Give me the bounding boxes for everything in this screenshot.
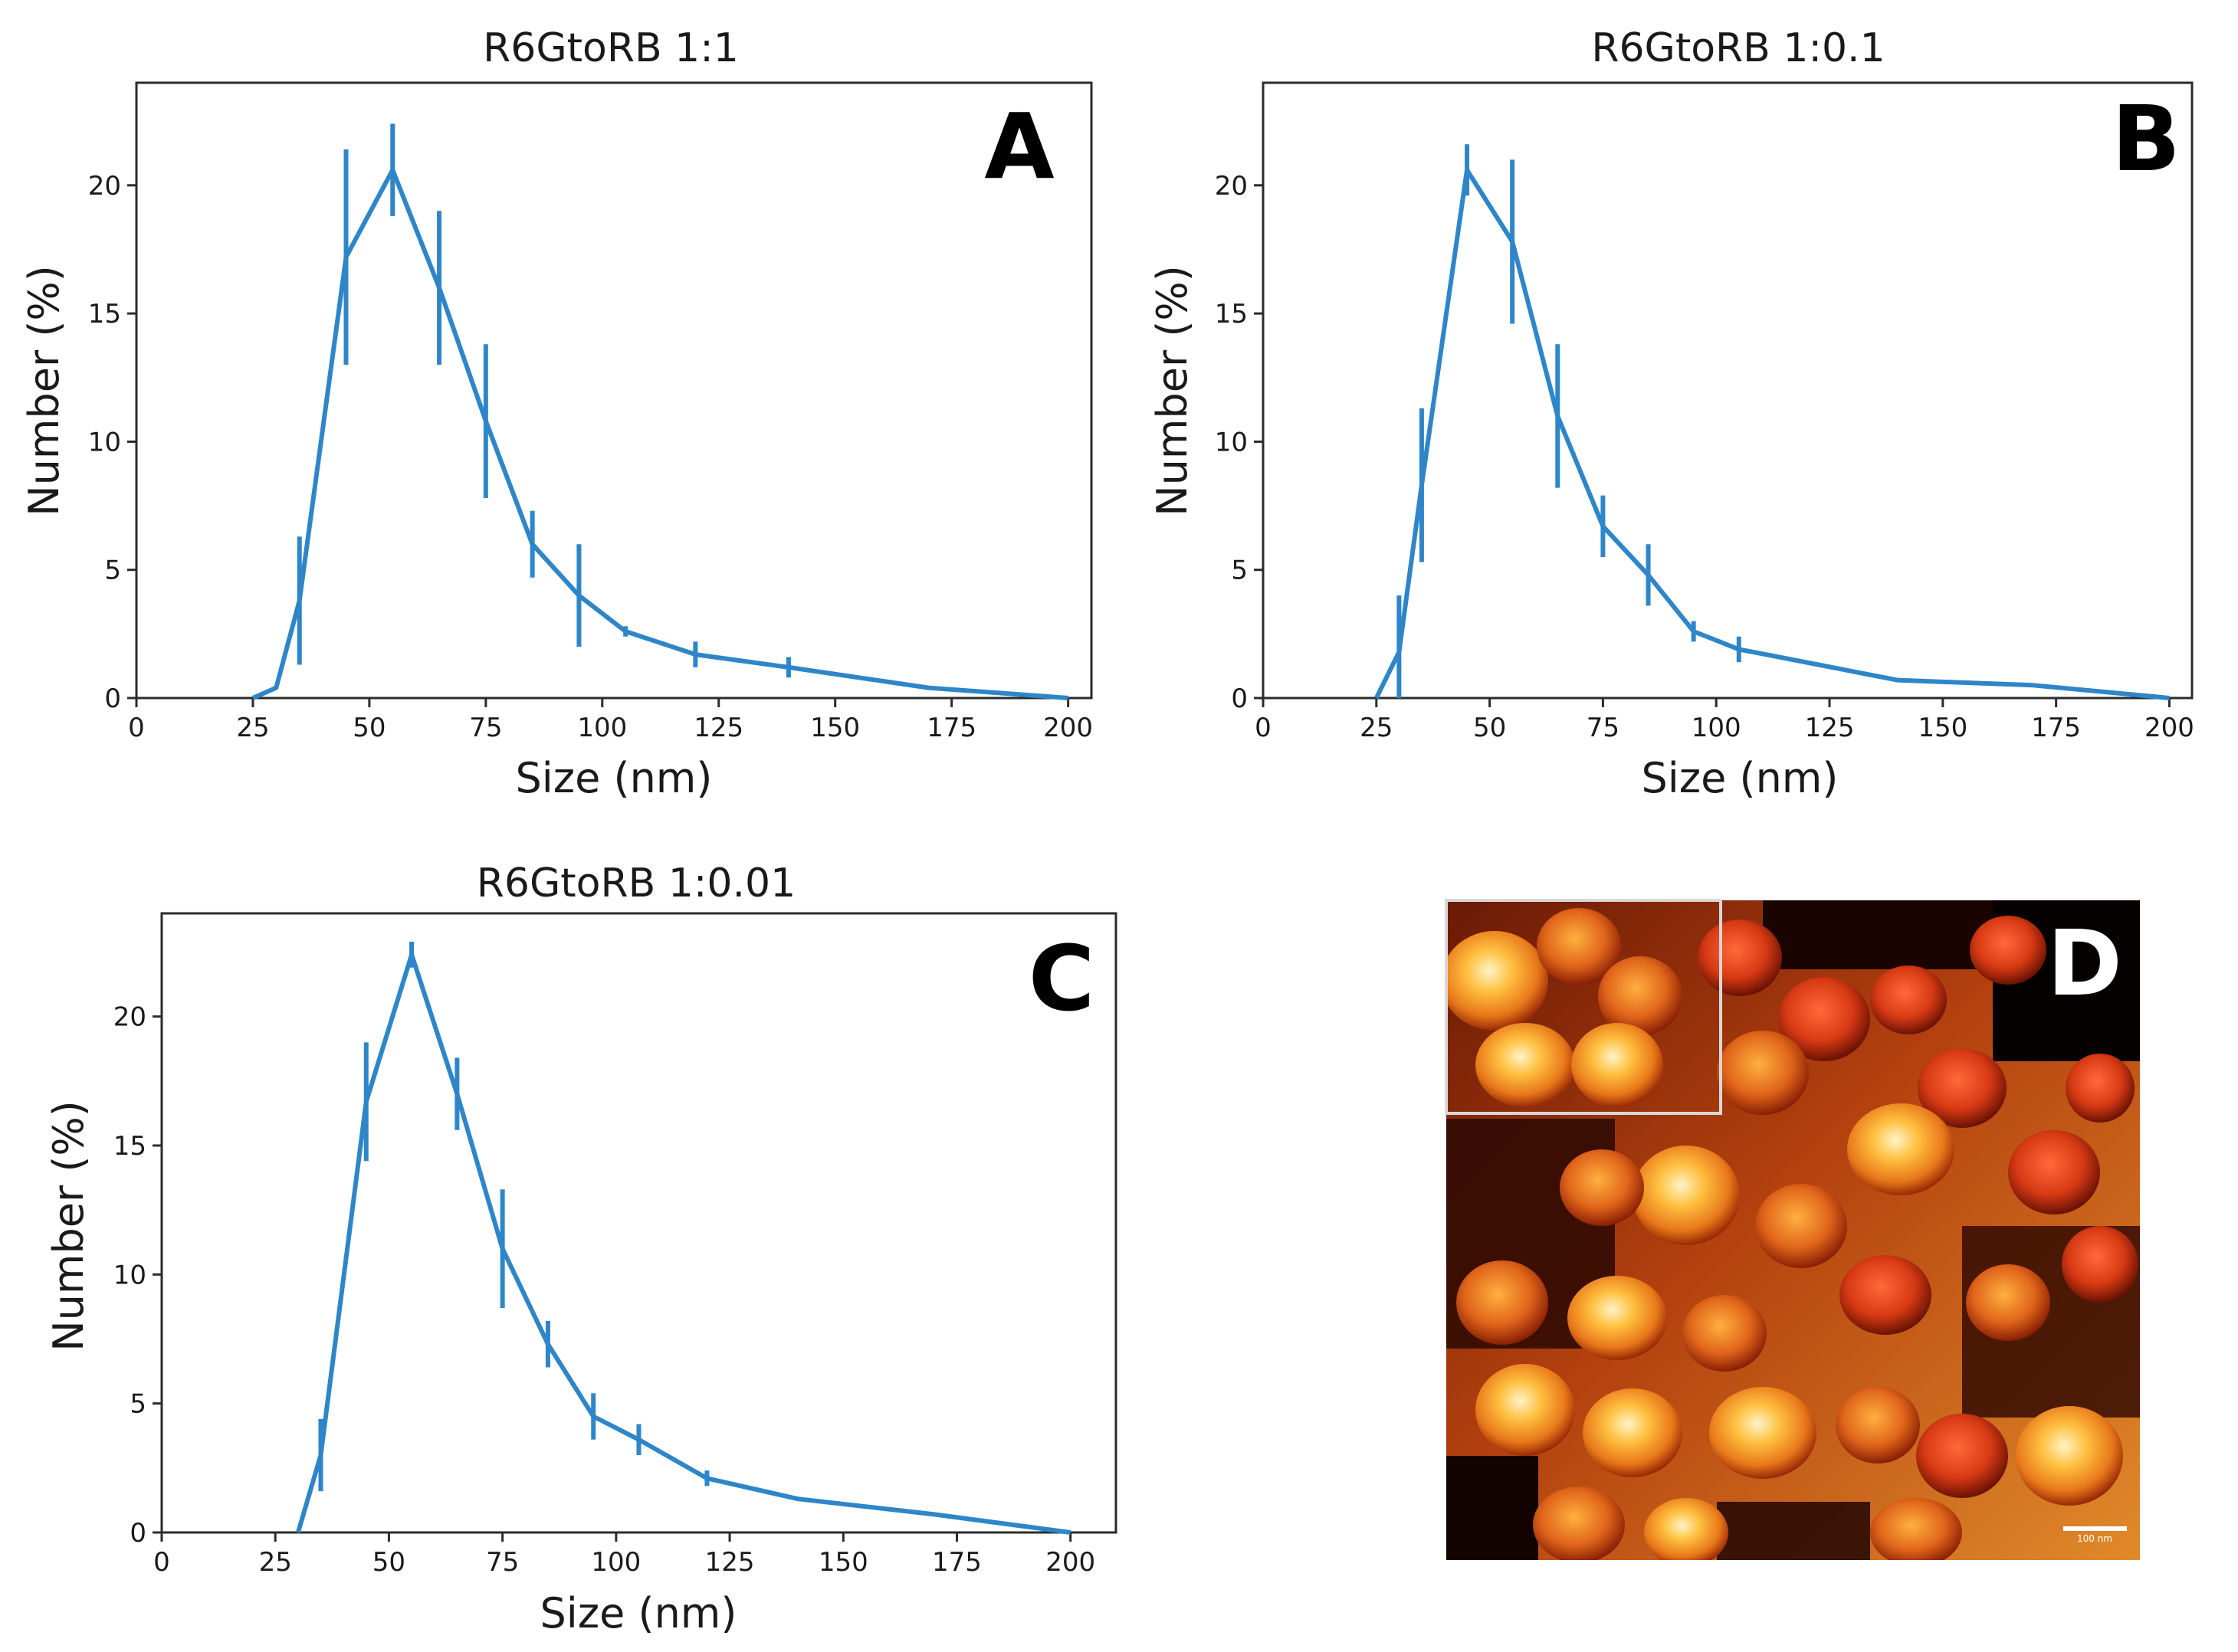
x-tick-label-c: 175 [932, 1547, 982, 1578]
x-tick-label-b: 25 [1360, 713, 1393, 743]
x-tick-label-b: 50 [1473, 713, 1506, 743]
x-axis-label-b: Size (nm) [1642, 754, 1839, 802]
y-tick-label-b: 10 [1215, 427, 1248, 457]
afm-micrograph [1446, 900, 2140, 1560]
x-tick-label-a: 50 [353, 713, 386, 743]
chart-title-a: R6GtoRB 1:1 [483, 25, 739, 71]
y-tick-label-a: 15 [88, 299, 121, 329]
x-axis-label-a: Size (nm) [516, 754, 713, 802]
x-tick-label-b: 0 [1255, 713, 1272, 743]
y-tick-label-b: 15 [1215, 299, 1248, 329]
x-tick-label-b: 175 [2031, 713, 2081, 743]
x-tick-label-b: 200 [2144, 713, 2194, 743]
x-tick-label-b: 100 [1692, 713, 1741, 743]
chart-panel-c: R6GtoRB 1:0.01 0 25 50 75 100 125 150 175 200 0 5 1… [44, 860, 1117, 1637]
y-tick-label-c: 15 [113, 1131, 146, 1162]
y-tick-label-b: 0 [1231, 683, 1248, 714]
y-tick-label-c: 10 [113, 1260, 146, 1290]
scale-bar-label: 100 nm [2077, 1533, 2112, 1544]
x-tick-label-c: 150 [819, 1547, 868, 1578]
x-tick-label-c: 0 [153, 1547, 170, 1578]
y-tick-label-a: 5 [104, 556, 121, 586]
y-tick-label-c: 5 [130, 1389, 146, 1420]
x-tick-label-b: 150 [1918, 713, 1967, 743]
x-tick-label-a: 175 [927, 713, 976, 743]
x-tick-label-c: 75 [486, 1547, 519, 1578]
panel-letter-a: A [984, 93, 1054, 199]
x-tick-label-a: 100 [577, 713, 627, 743]
panel-letter-d: D [2047, 910, 2122, 1016]
chart-title-b: R6GtoRB 1:0.1 [1591, 25, 1885, 71]
y-tick-label-a: 20 [88, 171, 121, 202]
x-tick-label-c: 25 [259, 1547, 292, 1578]
y-tick-label-a: 10 [88, 427, 121, 457]
y-tick-label-c: 0 [130, 1518, 146, 1549]
y-axis-label-c: Number (%) [44, 1100, 93, 1352]
y-tick-label-a: 0 [104, 683, 121, 714]
chart-panel-b: R6GtoRB 1:0.1 0 25 50 75 100 125 150 175 200 0 5 10… [1148, 25, 2194, 802]
y-axis-label-b: Number (%) [1148, 265, 1196, 516]
x-tick-label-a: 75 [469, 713, 502, 743]
chart-panel-a: R6GtoRB 1:1 0 25 50 75 100 125 150 175 200 0 5 10 15… [20, 25, 1093, 802]
x-tick-label-a: 125 [694, 713, 743, 743]
y-tick-label-c: 20 [113, 1002, 146, 1033]
panel-letter-c: C [1029, 926, 1095, 1031]
x-tick-label-b: 125 [1805, 713, 1855, 743]
plot-frame-b [1262, 81, 2194, 700]
series-line-c [296, 952, 1071, 1535]
x-tick-label-a: 150 [810, 713, 860, 743]
plot-frame-a [135, 81, 1093, 700]
x-axis-label-c: Size (nm) [540, 1589, 737, 1637]
y-tick-label-b: 5 [1231, 556, 1248, 586]
x-tick-label-a: 0 [128, 713, 145, 743]
series-line-a [251, 167, 1068, 700]
y-tick-label-b: 20 [1215, 171, 1248, 202]
x-tick-label-c: 200 [1045, 1547, 1095, 1578]
x-tick-label-b: 75 [1587, 713, 1619, 743]
x-tick-label-c: 50 [372, 1547, 405, 1578]
panel-letter-b: B [2112, 86, 2181, 192]
afm-inset-frame [1445, 899, 1722, 1115]
x-tick-label-a: 25 [236, 713, 269, 743]
x-tick-label-c: 100 [591, 1547, 641, 1578]
afm-image-panel-d: D 100 nm [1445, 899, 2140, 1560]
x-tick-label-a: 200 [1043, 713, 1093, 743]
plot-frame-c [160, 912, 1117, 1534]
y-axis-label-a: Number (%) [20, 265, 68, 516]
series-line-b [1374, 167, 2170, 700]
x-tick-label-c: 125 [705, 1547, 755, 1578]
chart-title-c: R6GtoRB 1:0.01 [477, 860, 796, 906]
